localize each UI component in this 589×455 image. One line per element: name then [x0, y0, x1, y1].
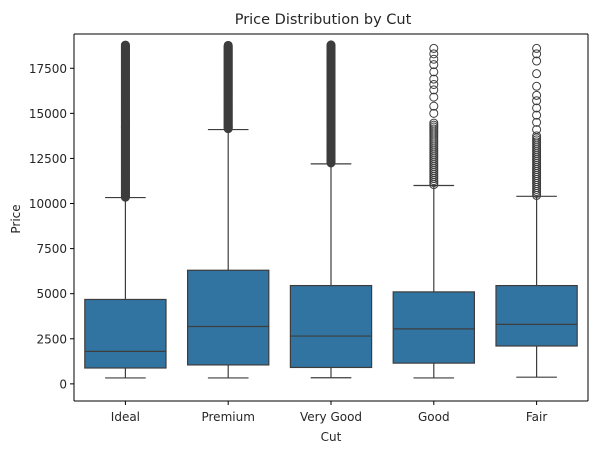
outlier-point-good [429, 54, 439, 64]
y-tick-label: 7500 [36, 242, 67, 256]
x-axis-label: Cut [321, 430, 342, 444]
outlier-point-good [429, 49, 439, 59]
chart-title: Price Distribution by Cut [235, 12, 412, 28]
outlier-point-fair [532, 110, 542, 120]
outlier-point-good [429, 60, 439, 70]
outlier-point-good [429, 74, 439, 84]
outlier-point-good [429, 108, 439, 118]
outlier-point-fair [532, 56, 542, 66]
y-tick-label: 12500 [29, 152, 67, 166]
outlier-point-premium [223, 40, 233, 50]
outlier-point-very-good [326, 40, 336, 50]
outlier-point-fair [532, 81, 542, 91]
outlier-point-fair [532, 69, 542, 79]
outlier-point-fair [532, 43, 542, 53]
outlier-point-good [429, 118, 439, 128]
outlier-point-fair [532, 103, 542, 113]
y-tick-label: 2500 [36, 332, 67, 346]
y-tick-label: 0 [59, 377, 67, 391]
outlier-point-good [429, 101, 439, 111]
x-tick-label: Premium [201, 410, 254, 424]
y-tick-label: 17500 [29, 62, 67, 76]
outlier-point-good [429, 79, 439, 89]
x-tick-label: Fair [526, 410, 547, 424]
outlier-point-fair [532, 49, 542, 59]
x-tick-label: Ideal [111, 410, 140, 424]
outlier-point-good [429, 85, 439, 95]
y-tick-label: 15000 [29, 107, 67, 121]
box-ideal [84, 298, 167, 369]
y-tick-label: 10000 [29, 197, 67, 211]
outlier-point-ideal [120, 40, 130, 50]
plot-area: 0 2500 5000 7500 10000 12500 15000 17500 Ideal Pr… [29, 33, 589, 424]
outlier-point-fair [532, 90, 542, 100]
outlier-point-fair [532, 117, 542, 127]
outlier-point-fair [532, 131, 542, 141]
outlier-point-good [429, 67, 439, 77]
y-axis-label: Price [9, 204, 23, 233]
outlier-point-good [429, 92, 439, 102]
y-tick-label: 5000 [36, 287, 67, 301]
x-tick-label: Very Good [300, 410, 362, 424]
box-good [392, 291, 476, 364]
outlier-point-fair [532, 96, 542, 106]
outlier-point-fair [532, 125, 542, 135]
box-premium [186, 269, 270, 366]
box-very-good [289, 284, 373, 369]
x-tick-label: Good [418, 410, 450, 424]
outlier-point-good [429, 43, 439, 53]
box-fair [495, 284, 578, 347]
